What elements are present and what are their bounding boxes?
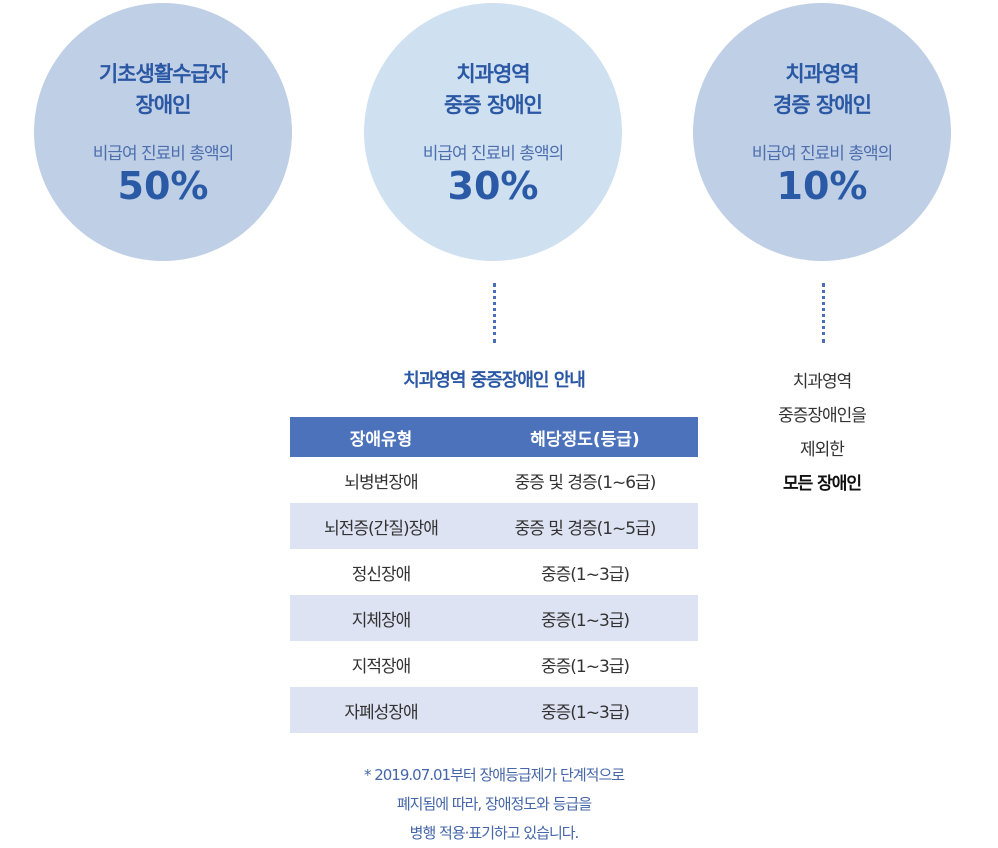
circle-subtitle: 비급여 진료비 총액의 xyxy=(92,144,235,164)
header-type: 장애유형 xyxy=(290,417,472,457)
circle-percent: 30% xyxy=(447,164,539,208)
table-row: 지체장애 중증(1~3급) xyxy=(290,595,698,641)
cell-type: 지체장애 xyxy=(290,595,472,641)
circle-title: 치과영역 중증 장애인 xyxy=(444,62,543,117)
cell-type: 자폐성장애 xyxy=(290,687,472,733)
guide-title: 치과영역 중증장애인 안내 xyxy=(403,370,586,391)
dotted-connector-center xyxy=(493,283,496,343)
table-row: 자폐성장애 중증(1~3급) xyxy=(290,687,698,733)
right-note: 치과영역 중증장애인을 제외한 모든 장애인 xyxy=(744,365,900,501)
cell-type: 뇌전증(간질)장애 xyxy=(290,503,472,549)
cell-grade: 중증(1~3급) xyxy=(472,595,698,641)
right-note-emphasis: 모든 장애인 xyxy=(782,474,862,494)
circle-subtitle: 비급여 진료비 총액의 xyxy=(751,144,894,164)
footnote: * 2019.07.01부터 장애등급제가 단계적으로 폐지됨에 따라, 장애정… xyxy=(363,766,625,842)
cell-type: 지적장애 xyxy=(351,656,412,677)
cell-type: 정신장애 xyxy=(351,564,412,585)
table-row: 지적장애 중증(1~3급) xyxy=(290,641,698,687)
table-row: 뇌병변장애 중증 및 경증(1~6급) xyxy=(290,457,698,503)
circle-basic-recipient: 기초생활수급자 장애인 비급여 진료비 총액의 50% xyxy=(34,3,292,261)
cell-grade: 중증(1~3급) xyxy=(540,564,630,585)
table-row: 정신장애 중증(1~3급) xyxy=(290,549,698,595)
table-row: 뇌전증(간질)장애 중증 및 경증(1~5급) xyxy=(290,503,698,549)
circle-percent: 10% xyxy=(776,164,868,208)
circle-mild-dental: 치과영역 경증 장애인 비급여 진료비 총액의 10% xyxy=(693,3,951,261)
dotted-connector-right xyxy=(822,283,825,343)
circle-subtitle: 비급여 진료비 총액의 xyxy=(422,144,565,164)
cell-grade: 중증(1~3급) xyxy=(472,687,698,733)
cell-type: 뇌병변장애 xyxy=(344,472,418,493)
header-grade: 해당정도(등급) xyxy=(472,417,698,457)
guide-table: 장애유형 해당정도(등급) 뇌병변장애 중증 및 경증(1~6급) 뇌전증(간질… xyxy=(290,417,698,733)
circle-title: 치과영역 경증 장애인 xyxy=(773,62,872,117)
circle-percent: 50% xyxy=(117,164,209,208)
circle-severe-dental: 치과영역 중증 장애인 비급여 진료비 총액의 30% xyxy=(364,3,622,261)
cell-grade: 중증 및 경증(1~6급) xyxy=(514,472,657,493)
cell-grade: 중증 및 경증(1~5급) xyxy=(472,503,698,549)
cell-grade: 중증(1~3급) xyxy=(540,656,630,677)
circle-title: 기초생활수급자 장애인 xyxy=(98,62,228,117)
table-header-row: 장애유형 해당정도(등급) xyxy=(290,417,698,457)
